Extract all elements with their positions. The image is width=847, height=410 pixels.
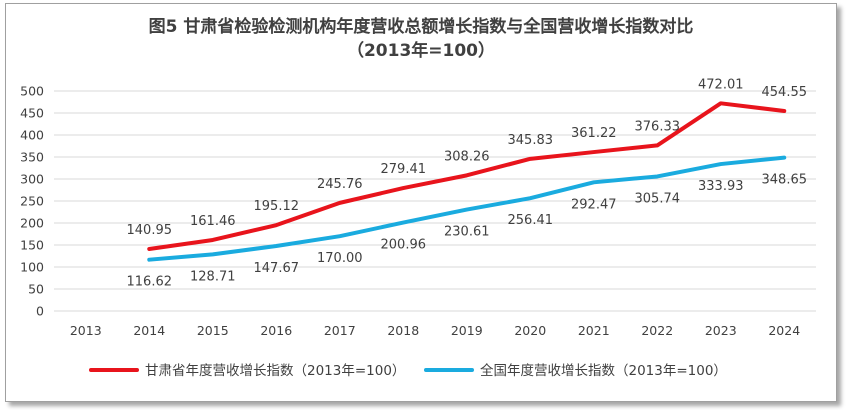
x-tick-label: 2020: [514, 323, 546, 338]
series-line-national: [147, 155, 787, 262]
y-tick-label: 450: [20, 106, 44, 121]
legend-label: 甘肃省年度营收增长指数（2013年=100）: [145, 363, 405, 379]
y-tick-label: 50: [28, 282, 44, 297]
x-axis: 2013 2014 2015 2016 2017 2018 2019 2020 2021 2022…: [70, 323, 800, 338]
data-label: 161.46: [190, 214, 236, 229]
data-label: 170.00: [317, 251, 363, 266]
data-label: 308.26: [444, 149, 490, 164]
x-tick-label: 2019: [451, 323, 483, 338]
data-label: 116.62: [127, 275, 173, 290]
data-label: 305.74: [635, 191, 681, 206]
data-label: 472.01: [698, 77, 744, 92]
data-label: 128.71: [190, 269, 236, 284]
x-tick-label: 2015: [197, 323, 229, 338]
x-tick-label: 2013: [70, 323, 102, 338]
data-label: 200.96: [381, 238, 427, 253]
data-label: 147.67: [254, 261, 300, 276]
y-axis: 0 50 100 150 200 250 300 350 400 450 500: [20, 84, 44, 319]
y-tick-label: 350: [20, 150, 44, 165]
x-tick-label: 2024: [768, 323, 800, 338]
data-label: 333.93: [698, 179, 744, 194]
data-label: 230.61: [444, 225, 490, 240]
y-tick-label: 400: [20, 128, 44, 143]
data-label: 195.12: [254, 199, 300, 214]
y-tick-label: 100: [20, 260, 44, 275]
x-tick-label: 2021: [578, 323, 610, 338]
legend-label: 全国年度营收增长指数（2013年=100）: [480, 362, 727, 379]
x-tick-label: 2016: [260, 323, 292, 338]
y-tick-label: 500: [20, 84, 44, 99]
data-label: 245.76: [317, 177, 363, 192]
data-label: 279.41: [381, 162, 427, 177]
data-label: 140.95: [127, 223, 173, 238]
y-tick-label: 200: [20, 216, 44, 231]
data-label: 348.65: [762, 173, 808, 188]
series-lines: [147, 101, 787, 262]
y-tick-label: 0: [36, 304, 44, 319]
data-label: 292.47: [571, 197, 617, 212]
data-label: 376.33: [635, 119, 681, 134]
x-tick-label: 2014: [133, 323, 165, 338]
gridlines: [54, 90, 816, 312]
legend: 甘肃省年度营收增长指数（2013年=100） 全国年度营收增长指数（2013年=1…: [89, 362, 727, 379]
line-chart: 图5 甘肃省检验检测机构年度营收总额增长指数与全国营收增长指数对比 （2013年…: [20, 16, 816, 379]
x-tick-label: 2023: [705, 323, 737, 338]
data-label: 361.22: [571, 126, 617, 141]
data-label: 345.83: [508, 133, 554, 148]
y-tick-label: 150: [20, 238, 44, 253]
y-tick-label: 300: [20, 172, 44, 187]
chart-frame: 图5 甘肃省检验检测机构年度营收总额增长指数与全国营收增长指数对比 （2013年…: [5, 3, 837, 402]
data-label: 256.41: [508, 213, 554, 228]
x-tick-label: 2017: [324, 323, 356, 338]
y-tick-label: 250: [20, 194, 44, 209]
x-tick-label: 2018: [387, 323, 419, 338]
data-label: 454.55: [762, 85, 808, 100]
chart-title: 图5 甘肃省检验检测机构年度营收总额增长指数与全国营收增长指数对比: [149, 16, 694, 37]
chart-subtitle: （2013年=100）: [347, 40, 495, 61]
data-labels: 140.95 161.46 195.12 245.76 279.41 308.26 345.…: [127, 77, 808, 289]
x-tick-label: 2022: [641, 323, 673, 338]
